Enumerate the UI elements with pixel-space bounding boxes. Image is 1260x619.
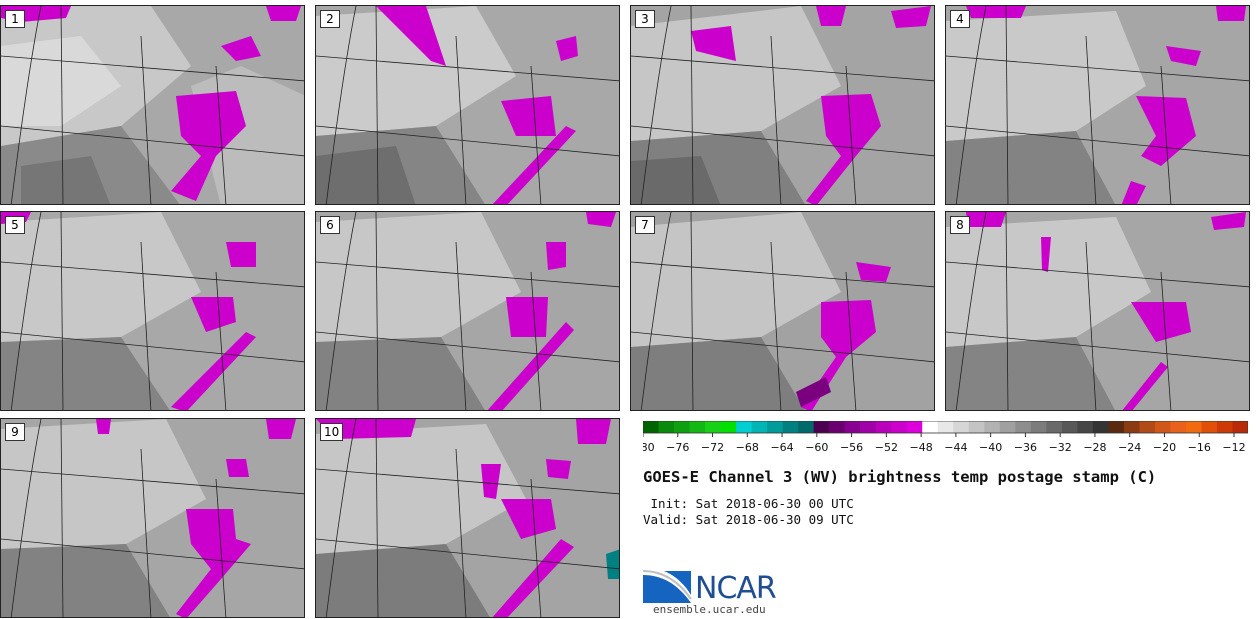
map-image	[946, 212, 1249, 410]
colorbar-swatch	[1046, 421, 1063, 433]
colorbar-swatch	[968, 421, 985, 433]
stamp-panel-8: 8	[945, 211, 1250, 411]
colorbar-swatch	[658, 421, 675, 433]
colorbar-swatch	[1170, 421, 1187, 433]
logo-url: ensemble.ucar.edu	[653, 603, 766, 616]
stamp-number: 2	[320, 10, 340, 28]
colorbar-tick-label: −56	[840, 441, 863, 454]
map-image	[631, 6, 934, 204]
map-image	[1, 6, 304, 204]
colorbar-swatch	[736, 421, 753, 433]
colorbar-swatch	[705, 421, 722, 433]
map-image	[946, 6, 1249, 204]
stamp-panel-3: 3	[630, 5, 935, 205]
valid-time: Valid: Sat 2018-06-30 09 UTC	[643, 512, 854, 527]
colorbar-tick-label: −64	[770, 441, 793, 454]
ncar-logo: NCAR ensemble.ucar.edu	[643, 561, 813, 619]
stamp-number: 1	[5, 10, 25, 28]
colorbar: −80−76−72−68−64−60−56−52−48−44−40−36−32−…	[643, 421, 1248, 454]
stamp-panel-7: 7	[630, 211, 935, 411]
stamp-number: 6	[320, 216, 340, 234]
stamp-panel-6: 6	[315, 211, 620, 411]
logo-name: NCAR	[695, 571, 777, 606]
colorbar-swatch	[1030, 421, 1047, 433]
stamp-panel-10: 10	[315, 418, 620, 618]
colorbar-swatch	[1201, 421, 1218, 433]
colorbar-tick-label: −16	[1188, 441, 1211, 454]
colorbar-swatch	[829, 421, 846, 433]
colorbar-swatch	[844, 421, 861, 433]
colorbar-tick-label: −44	[944, 441, 967, 454]
map-image	[1, 212, 304, 410]
colorbar-swatch	[891, 421, 908, 433]
stamp-number: 5	[5, 216, 25, 234]
colorbar-tick-label: −28	[1083, 441, 1106, 454]
stamp-number: 8	[950, 216, 970, 234]
colorbar-tick-label: −52	[875, 441, 898, 454]
colorbar-tick-label: −40	[979, 441, 1002, 454]
colorbar-ticks: −80−76−72−68−64−60−56−52−48−44−40−36−32−…	[643, 433, 1246, 454]
stamp-number: 4	[950, 10, 970, 28]
colorbar-swatch	[798, 421, 815, 433]
colorbar-swatch	[937, 421, 954, 433]
colorbar-swatch	[984, 421, 1001, 433]
colorbar-tick-label: −68	[736, 441, 759, 454]
colorbar-frame	[643, 421, 1248, 434]
colorbar-swatch	[875, 421, 892, 433]
colorbar-tick-label: −12	[1222, 441, 1245, 454]
colorbar-swatch	[906, 421, 923, 433]
colorbar-swatch	[1139, 421, 1156, 433]
stamp-panel-4: 4	[945, 5, 1250, 205]
colorbar-swatch	[751, 421, 768, 433]
colorbar-swatch	[1185, 421, 1202, 433]
stamp-panel-9: 9	[0, 418, 305, 618]
colorbar-tick-label: −60	[805, 441, 828, 454]
colorbar-swatch	[953, 421, 970, 433]
map-image	[316, 212, 619, 410]
colorbar-tick-label: −20	[1153, 441, 1176, 454]
stamp-number: 10	[320, 423, 344, 441]
colorbar-swatch	[1061, 421, 1078, 433]
page-title: GOES-E Channel 3 (WV) brightness temp po…	[643, 468, 1157, 486]
map-image	[316, 419, 619, 617]
stamp-number: 7	[635, 216, 655, 234]
colorbar-tick-label: −48	[910, 441, 933, 454]
stamp-panel-5: 5	[0, 211, 305, 411]
colorbar-tick-label: −76	[666, 441, 689, 454]
colorbar-swatch	[767, 421, 784, 433]
colorbar-swatch	[782, 421, 799, 433]
colorbar-swatch	[1092, 421, 1109, 433]
colorbar-swatch	[1015, 421, 1032, 433]
init-time: Init: Sat 2018-06-30 00 UTC	[643, 496, 854, 511]
colorbar-swatches	[643, 421, 1248, 433]
colorbar-tick-label: −32	[1049, 441, 1072, 454]
colorbar-swatch	[1232, 421, 1248, 433]
colorbar-swatch	[922, 421, 939, 433]
map-image	[631, 212, 934, 410]
colorbar-swatch	[689, 421, 706, 433]
stamp-panel-1: 1	[0, 5, 305, 205]
colorbar-swatch	[1077, 421, 1094, 433]
colorbar-swatch	[720, 421, 737, 433]
map-image	[1, 419, 304, 617]
colorbar-tick-label: −72	[701, 441, 724, 454]
colorbar-swatch	[813, 421, 830, 433]
stamp-panel-2: 2	[315, 5, 620, 205]
stamp-number: 9	[5, 423, 25, 441]
colorbar-swatch	[674, 421, 691, 433]
colorbar-swatch	[1108, 421, 1125, 433]
colorbar-swatch	[643, 421, 660, 433]
colorbar-swatch	[1216, 421, 1233, 433]
stamp-number: 3	[635, 10, 655, 28]
colorbar-swatch	[860, 421, 877, 433]
colorbar-tick-label: −24	[1118, 441, 1141, 454]
colorbar-tick-label: −36	[1014, 441, 1037, 454]
colorbar-tick-label: −80	[643, 441, 655, 454]
map-image	[316, 6, 619, 204]
colorbar-swatch	[999, 421, 1016, 433]
colorbar-swatch	[1123, 421, 1140, 433]
ncar-logo-icon	[643, 567, 692, 603]
colorbar-swatch	[1154, 421, 1171, 433]
